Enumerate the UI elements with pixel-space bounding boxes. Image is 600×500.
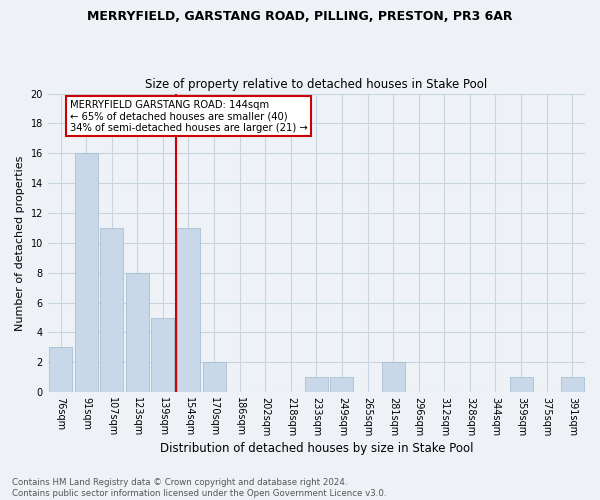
X-axis label: Distribution of detached houses by size in Stake Pool: Distribution of detached houses by size … bbox=[160, 442, 473, 455]
Text: MERRYFIELD, GARSTANG ROAD, PILLING, PRESTON, PR3 6AR: MERRYFIELD, GARSTANG ROAD, PILLING, PRES… bbox=[87, 10, 513, 23]
Text: Contains HM Land Registry data © Crown copyright and database right 2024.
Contai: Contains HM Land Registry data © Crown c… bbox=[12, 478, 386, 498]
Bar bbox=[151, 318, 175, 392]
Title: Size of property relative to detached houses in Stake Pool: Size of property relative to detached ho… bbox=[145, 78, 488, 91]
Bar bbox=[509, 378, 533, 392]
Bar bbox=[560, 378, 584, 392]
Bar bbox=[331, 378, 353, 392]
Bar bbox=[305, 378, 328, 392]
Bar bbox=[100, 228, 123, 392]
Bar bbox=[382, 362, 404, 392]
Bar bbox=[177, 228, 200, 392]
Bar bbox=[74, 154, 98, 392]
Bar bbox=[203, 362, 226, 392]
Text: MERRYFIELD GARSTANG ROAD: 144sqm
← 65% of detached houses are smaller (40)
34% o: MERRYFIELD GARSTANG ROAD: 144sqm ← 65% o… bbox=[70, 100, 307, 132]
Bar bbox=[126, 272, 149, 392]
Y-axis label: Number of detached properties: Number of detached properties bbox=[15, 155, 25, 330]
Bar bbox=[49, 348, 72, 392]
